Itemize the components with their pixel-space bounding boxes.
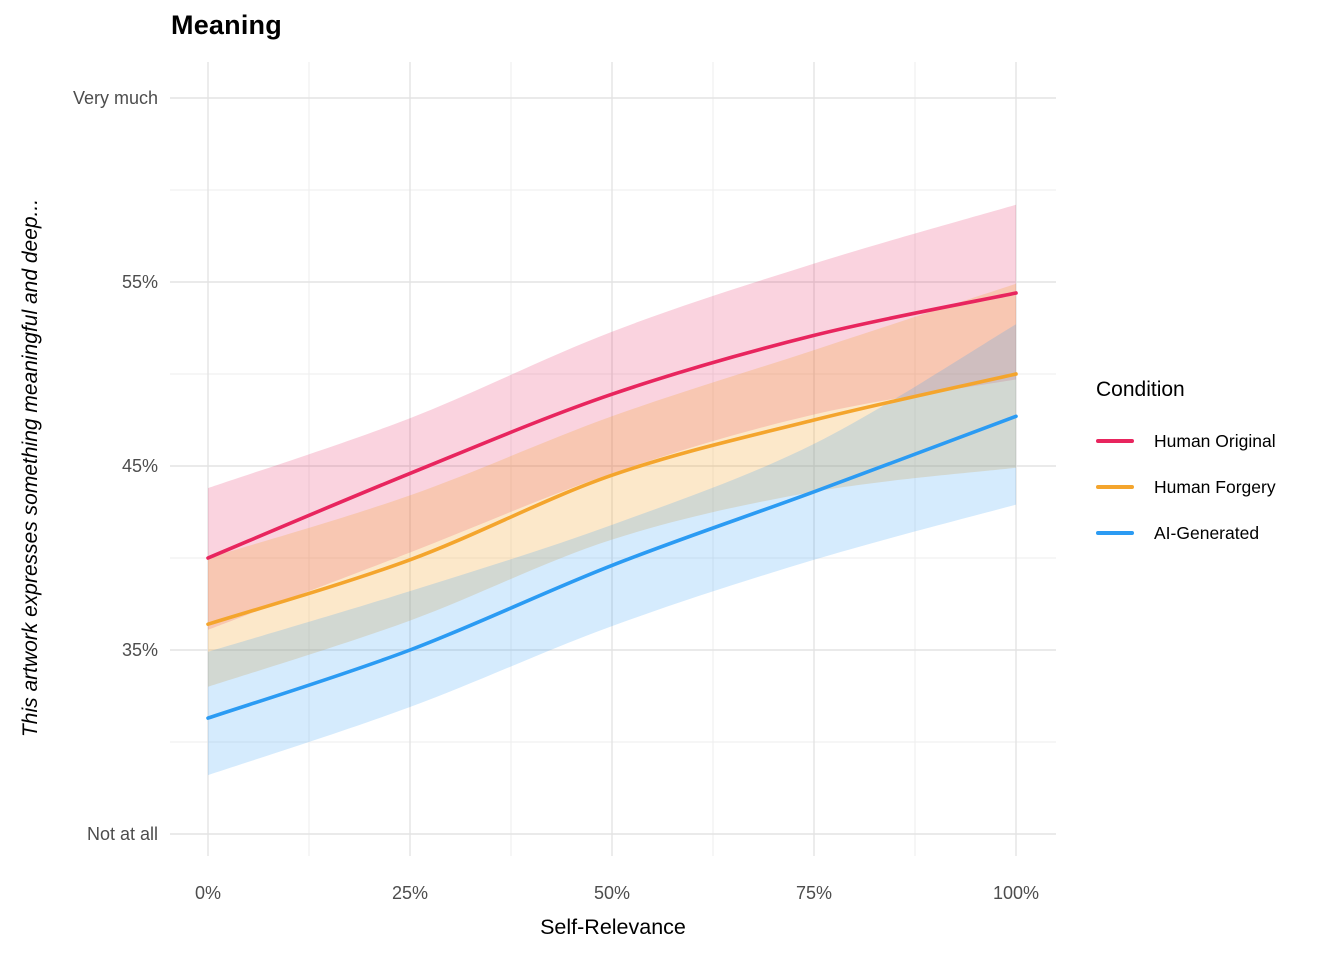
x-tick-label: 25% [391,883,429,903]
y-tick-label: 45% [121,456,158,476]
legend-label: AI-Generated [1154,522,1260,543]
x-tick-label: 50% [593,883,631,903]
y-tick-label: 55% [121,272,158,292]
ribbon-human-forgery [208,283,1016,687]
line-human-forgery [206,372,1018,626]
legend-title: Condition [1096,378,1185,401]
legend-line-swatch [1096,530,1134,536]
legend-item-human-original: Human Original [1096,418,1276,464]
y-tick-label: Very much [72,88,158,108]
legend-label: Human Original [1154,430,1276,451]
ribbon-human-original [208,204,1016,630]
legend-item-ai-generated: AI-Generated [1096,510,1276,556]
x-tick-label: 75% [795,883,833,903]
chart-title: Meaning [171,10,282,40]
x-tick-label: 0% [194,883,221,903]
line-ai-generated [206,414,1018,720]
legend-line-swatch [1096,438,1134,444]
line-human-original [206,291,1018,560]
y-tick-label: Not at all [86,824,158,844]
legend-label: Human Forgery [1154,476,1276,497]
ribbon-ai-generated [208,324,1016,776]
legend-item-human-forgery: Human Forgery [1096,464,1276,510]
legend-line-swatch [1096,484,1134,490]
y-tick-label: 35% [121,640,158,660]
legend-items: Human Original Human Forgery AI-Generated [1096,418,1276,556]
x-axis-title: Self-Relevance [540,915,686,939]
x-tick-label: 100% [992,883,1040,903]
plot-area [170,62,1056,856]
legend: Condition Human Original Human Forgery AI-… [1096,378,1276,556]
